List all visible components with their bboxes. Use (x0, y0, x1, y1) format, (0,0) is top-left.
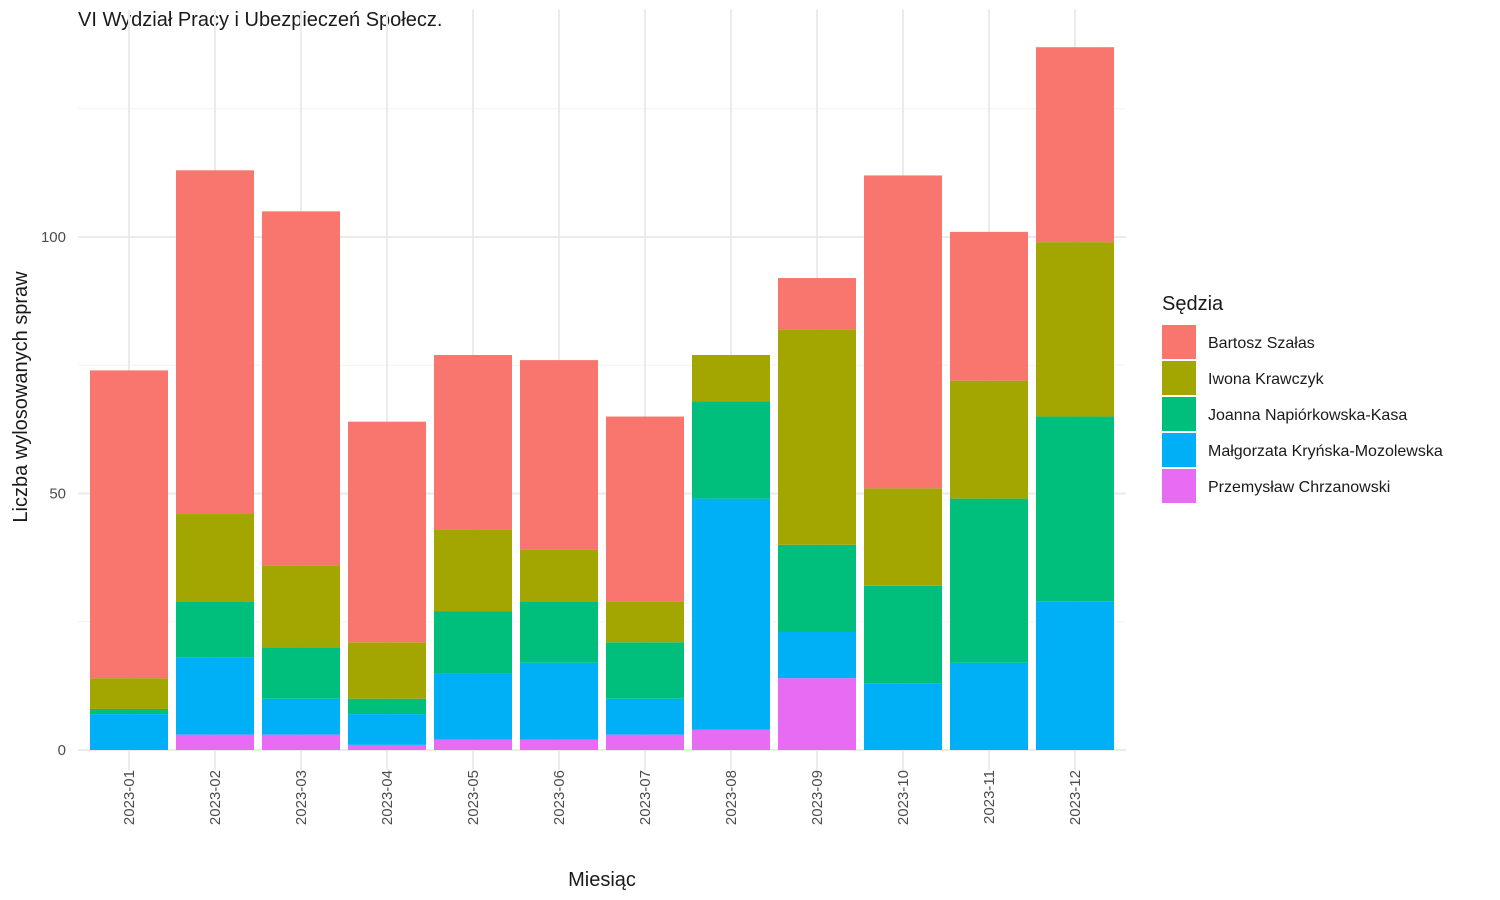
x-tick-label: 2023-11 (981, 770, 998, 824)
bar-segment (1036, 242, 1114, 417)
bar-segment (864, 488, 942, 586)
bar-segment (864, 585, 942, 684)
bar-segment (176, 170, 254, 515)
bar-segment (778, 544, 856, 633)
bar-segment (348, 642, 426, 699)
chart-title: VI Wydział Pracy i Ubezpieczeń Społecz. (78, 9, 442, 31)
y-axis-title: Liczba wylosowanych spraw (10, 271, 32, 523)
bar-segment (176, 514, 254, 602)
bar-segment (348, 698, 426, 715)
legend-items: Bartosz Szałas Iwona Krawczyk Joanna Napió… (1162, 325, 1443, 503)
y-tick-label: 100 (41, 229, 66, 246)
bar-segment (692, 498, 770, 730)
bar-segment (950, 498, 1028, 663)
bar-segment (1036, 601, 1114, 750)
bar-segment (864, 683, 942, 750)
legend: Sędzia Bartosz Szałas Iwona Krawczyk Joann… (1162, 293, 1443, 503)
bar-segment (950, 231, 1028, 381)
bar-segment (262, 698, 340, 735)
bar-segment (176, 601, 254, 658)
bar-segment (348, 744, 426, 750)
legend-label: Bartosz Szałas (1208, 335, 1315, 352)
bar-segment (434, 739, 512, 750)
legend-swatch (1162, 325, 1196, 359)
bar-segment (520, 739, 598, 750)
x-tick-label: 2023-02 (207, 770, 224, 825)
x-tick-label: 2023-07 (637, 770, 654, 825)
bar-segment (520, 360, 598, 550)
bar-segment (262, 734, 340, 750)
bar-segment (262, 565, 340, 648)
x-tick-label: 2023-10 (895, 770, 912, 825)
bar-segment (606, 698, 684, 735)
bars (90, 47, 1114, 750)
bar-segment (692, 354, 770, 402)
bar-segment (778, 678, 856, 750)
legend-swatch (1162, 469, 1196, 503)
x-tick-label: 2023-03 (293, 770, 310, 825)
bar-segment (520, 549, 598, 602)
legend-label: Iwona Krawczyk (1208, 371, 1325, 388)
bar-segment (520, 662, 598, 740)
bar-segment (692, 401, 770, 499)
bar-segment (778, 278, 856, 330)
bar-segment (864, 175, 942, 489)
x-tick-label: 2023-04 (379, 770, 396, 825)
bar-segment (176, 734, 254, 750)
y-tick-label: 50 (49, 486, 66, 503)
bar-segment (950, 380, 1028, 499)
bar-segment (606, 734, 684, 750)
legend-swatch (1162, 361, 1196, 395)
bar-segment (950, 662, 1028, 750)
bar-segment (778, 329, 856, 545)
legend-label: Joanna Napiórkowska-Kasa (1208, 407, 1407, 424)
legend-swatch (1162, 397, 1196, 431)
bar-segment (520, 601, 598, 663)
bar-segment (692, 729, 770, 750)
legend-label: Małgorzata Kryńska-Mozolewska (1208, 443, 1443, 460)
bar-segment (348, 421, 426, 643)
bar-segment (434, 611, 512, 674)
bar-segment (606, 642, 684, 699)
bar-segment (434, 673, 512, 740)
bar-segment (434, 529, 512, 612)
bar-segment (90, 678, 168, 709)
bar-segment (262, 211, 340, 566)
legend-title: Sędzia (1162, 293, 1224, 315)
x-tick-label: 2023-01 (121, 770, 138, 825)
legend-label: Przemysław Chrzanowski (1208, 479, 1390, 496)
bar-segment (1036, 416, 1114, 602)
bar-segment (1036, 47, 1114, 243)
bar-segment (262, 647, 340, 699)
x-axis-ticks: 2023-01 2023-02 2023-03 2023-04 2023-05 2023-… (121, 770, 1084, 825)
bar-segment (176, 657, 254, 735)
bar-segment (90, 708, 168, 715)
x-axis-title: Miesiąc (568, 869, 636, 891)
x-tick-label: 2023-08 (723, 770, 740, 825)
x-tick-label: 2023-09 (809, 770, 826, 825)
bar-segment (606, 601, 684, 643)
bar-segment (90, 714, 168, 750)
bar-segment (434, 354, 512, 530)
y-axis-ticks: 0 50 100 (41, 229, 66, 759)
bar-segment (606, 416, 684, 602)
x-tick-label: 2023-06 (551, 770, 568, 825)
legend-swatch (1162, 433, 1196, 467)
x-tick-label: 2023-12 (1067, 770, 1084, 825)
x-tick-label: 2023-05 (465, 770, 482, 825)
bar-segment (778, 632, 856, 679)
bar-segment (348, 714, 426, 745)
y-tick-label: 0 (58, 742, 66, 759)
bar-segment (90, 370, 168, 679)
